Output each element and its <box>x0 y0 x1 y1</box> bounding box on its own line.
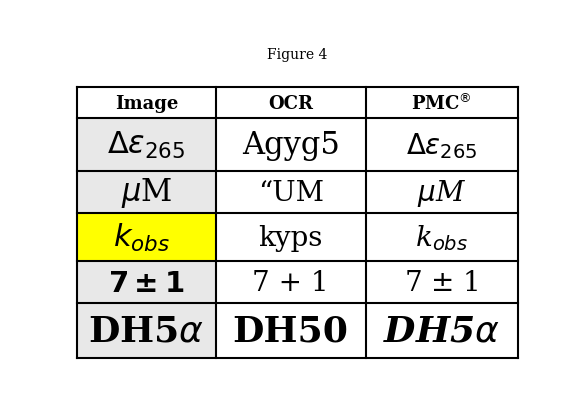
Text: Agyg5: Agyg5 <box>242 130 339 161</box>
Text: $\mu$M: $\mu$M <box>121 176 172 210</box>
Text: OCR: OCR <box>268 94 313 112</box>
Text: kyps: kyps <box>259 224 323 251</box>
Text: DH5$\alpha$: DH5$\alpha$ <box>383 314 500 348</box>
Text: $\mathbf{7\pm1}$: $\mathbf{7\pm1}$ <box>108 268 184 297</box>
Bar <box>77 214 216 261</box>
Text: “UM: “UM <box>258 179 324 206</box>
Bar <box>77 304 216 358</box>
Bar <box>77 172 216 214</box>
Text: $k_{obs}$: $k_{obs}$ <box>114 222 171 254</box>
Text: Image: Image <box>115 94 178 112</box>
Text: PMC$^{\circledR}$: PMC$^{\circledR}$ <box>411 93 472 114</box>
Text: $\Delta\varepsilon_{265}$: $\Delta\varepsilon_{265}$ <box>107 130 186 161</box>
Text: DH50: DH50 <box>233 314 349 348</box>
Text: k$_{obs}$: k$_{obs}$ <box>415 223 468 253</box>
Bar <box>77 88 517 119</box>
Bar <box>77 261 216 304</box>
Text: DH5$\alpha$: DH5$\alpha$ <box>88 314 204 348</box>
Text: $\Delta\varepsilon_{265}$: $\Delta\varepsilon_{265}$ <box>406 131 477 160</box>
Text: Figure 4: Figure 4 <box>267 48 328 62</box>
Text: 7 $\pm$ 1: 7 $\pm$ 1 <box>404 269 478 296</box>
Bar <box>77 119 216 172</box>
Text: 7 + 1: 7 + 1 <box>252 269 329 296</box>
Text: $\mu$M: $\mu$M <box>417 178 466 208</box>
